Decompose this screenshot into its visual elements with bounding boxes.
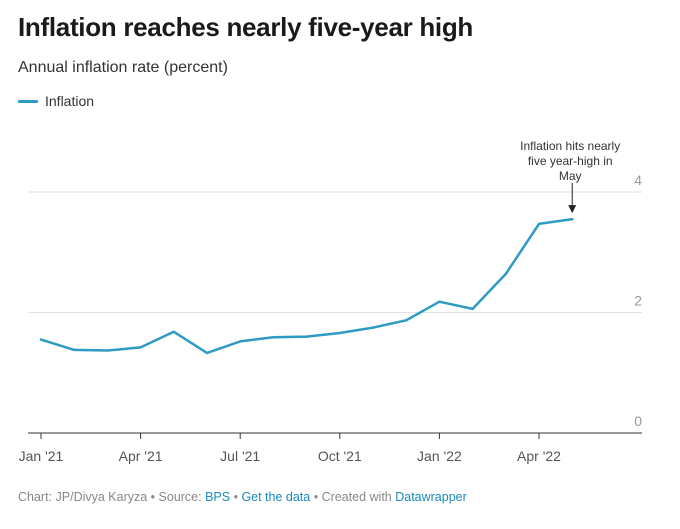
series-layer [39, 217, 574, 355]
annotation-arrow-head [568, 205, 577, 214]
y-tick-label-4: 4 [634, 172, 642, 188]
x-tick-label: Jan '21 [19, 448, 64, 464]
legend-label-inflation: Inflation [45, 93, 95, 109]
data-point [571, 217, 574, 221]
chart-footer: Chart: JP/Divya Karyza • Source: BPS • G… [18, 490, 467, 504]
data-point [371, 326, 375, 329]
get-data-link[interactable]: Get the data [241, 490, 311, 504]
footer-created-with: • Created with [310, 490, 396, 504]
annotation-text-line: May [559, 169, 582, 183]
data-point [338, 331, 341, 335]
series-line-inflation [39, 217, 574, 355]
x-tick-label: Jan '22 [417, 448, 462, 464]
data-point [272, 336, 275, 339]
data-point [205, 351, 209, 355]
data-point [39, 338, 43, 341]
datawrapper-link[interactable]: Datawrapper [395, 490, 467, 504]
data-point [471, 307, 474, 311]
data-point [106, 349, 109, 352]
x-tick-label: Jul '21 [220, 448, 260, 464]
chart-title: Inflation reaches nearly five-year high [18, 12, 474, 42]
data-point [73, 348, 76, 352]
grid-layer [28, 191, 642, 313]
source-link[interactable]: BPS [205, 490, 231, 504]
data-point [239, 340, 242, 343]
chart-subtitle: Annual inflation rate (percent) [18, 59, 228, 76]
axis-layer: 0 2 4 Jan '21 Apr '21 Jul '21 Oct '21 Jan '22 Ap… [19, 172, 643, 464]
footer-separator: • [230, 490, 242, 504]
legend: Inflation [18, 93, 94, 109]
x-tick-label: Oct '21 [318, 448, 362, 464]
data-point [305, 335, 308, 338]
footer-credit: Chart: JP/Divya Karyza • Source: [18, 490, 206, 504]
legend-swatch-inflation [18, 99, 38, 103]
y-tick-label-2: 2 [634, 293, 642, 309]
data-point [537, 222, 541, 226]
data-point [405, 319, 408, 322]
data-point [172, 330, 175, 333]
x-tick-label: Apr '21 [119, 448, 163, 464]
data-point [504, 272, 507, 276]
data-point [139, 346, 142, 349]
annotation-text-line: five year-high in [528, 154, 613, 168]
x-tick-label: Apr '22 [517, 448, 561, 464]
annotation-text-line: Inflation hits nearly [520, 139, 620, 153]
y-tick-label-0: 0 [634, 413, 642, 429]
data-point [438, 300, 441, 303]
